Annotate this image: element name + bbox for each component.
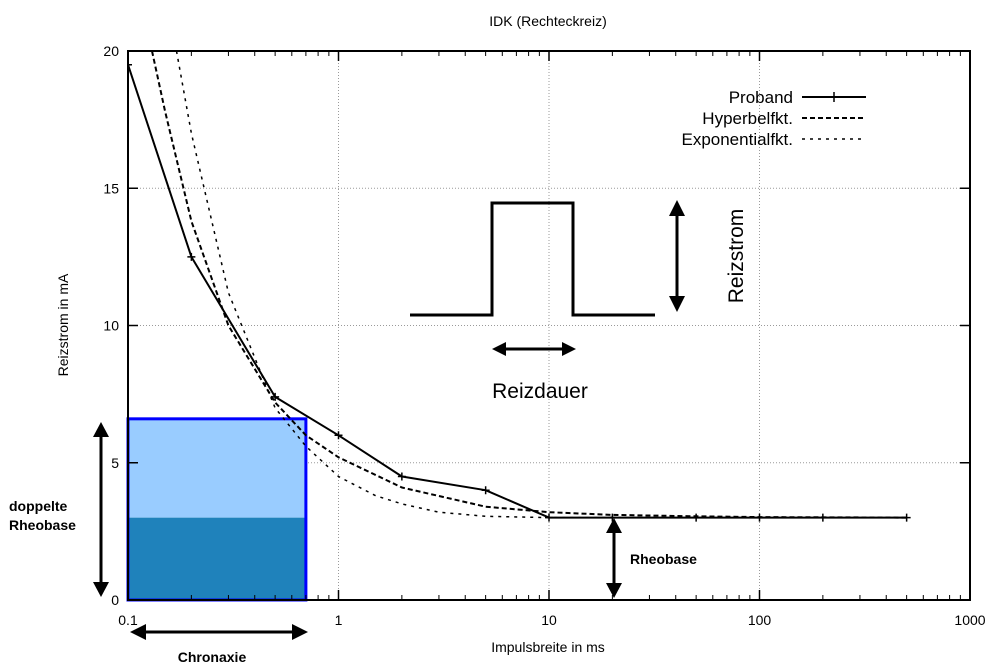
- series-point-marker: [187, 252, 196, 261]
- y-tick-label: 5: [111, 455, 119, 471]
- double-rheobase-upper-area: [128, 418, 306, 518]
- series-line-2: [175, 51, 907, 519]
- double-rheobase-annotation: doppelte Rheobase: [9, 422, 109, 597]
- chronaxie-annotation: Chronaxie: [130, 624, 308, 665]
- series-point-marker: [128, 60, 132, 69]
- chronaxie-label: Chronaxie: [178, 649, 247, 665]
- pulse-current-arrowhead-bottom: [669, 296, 685, 312]
- rheobase-arrowhead-bottom: [606, 583, 622, 598]
- x-tick-label: 0.1: [118, 612, 138, 628]
- y-axis-label: Reizstrom in mA: [55, 273, 71, 376]
- x-axis-label: Impulsbreite in ms: [491, 639, 605, 655]
- pulse-diagram: Reizdauer Reizstrom: [410, 200, 748, 403]
- x-tick-label: 100: [748, 612, 772, 628]
- x-tick-label: 1: [335, 612, 343, 628]
- rheobase-annotation: Rheobase: [606, 518, 697, 598]
- y-tick-label: 0: [111, 592, 119, 608]
- y-tick-label: 10: [103, 318, 119, 334]
- rheobase-lower-area: [128, 517, 306, 600]
- series-line-1: [151, 51, 907, 519]
- series-lines: [128, 51, 911, 522]
- axis-ticks: 0.1 1 10 100 1000 0 5 10 15 20: [103, 43, 985, 628]
- rheobase-label: Rheobase: [630, 551, 697, 567]
- rheobase-arrowhead-top: [606, 518, 622, 533]
- chronaxie-arrowhead-left: [130, 624, 146, 640]
- legend-label-proband: Proband: [729, 88, 793, 107]
- pulse-current-arrowhead-top: [669, 200, 685, 216]
- series-point-marker: [334, 431, 343, 440]
- chart-title: IDK (Rechteckreiz): [489, 13, 606, 29]
- pulse-duration-arrowhead-left: [492, 342, 506, 356]
- x-tick-label: 1000: [954, 612, 985, 628]
- x-tick-label: 10: [541, 612, 557, 628]
- double-rheobase-rectangle: [126, 417, 308, 602]
- double-rheobase-label-line2: Rheobase: [9, 517, 76, 533]
- double-rheobase-label-line1: doppelte: [9, 498, 68, 514]
- pulse-duration-arrowhead-right: [562, 342, 576, 356]
- grid-lines: [128, 51, 970, 600]
- legend-label-exponential: Exponentialfkt.: [681, 130, 793, 149]
- series-point-marker: [481, 486, 490, 495]
- chronaxie-arrowhead-right: [292, 624, 308, 640]
- legend-label-hyperbel: Hyperbelfkt.: [702, 109, 793, 128]
- pulse-shape: [410, 201, 655, 317]
- y-tick-label: 15: [103, 180, 119, 196]
- pulse-current-label: Reizstrom: [725, 209, 748, 304]
- double-rheobase-arrowhead-bottom: [93, 582, 109, 597]
- y-tick-label: 20: [103, 43, 119, 59]
- series-point-marker: [397, 472, 406, 481]
- double-rheobase-arrowhead-top: [93, 422, 109, 437]
- pulse-duration-label: Reizdauer: [492, 380, 588, 403]
- legend: Proband Hyperbelfkt. Exponentialfkt.: [681, 88, 866, 149]
